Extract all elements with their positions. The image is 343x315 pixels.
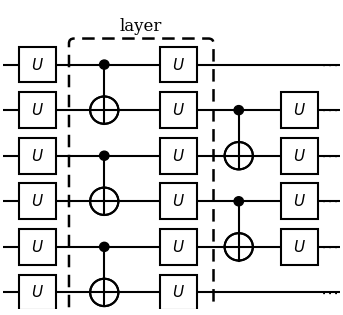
Text: $U$: $U$ bbox=[31, 239, 44, 255]
Bar bbox=[19, 92, 56, 128]
Bar bbox=[19, 138, 56, 174]
Text: $U$: $U$ bbox=[172, 284, 185, 301]
Text: $U$: $U$ bbox=[293, 102, 306, 118]
Bar bbox=[281, 138, 318, 174]
Bar bbox=[160, 138, 197, 174]
Text: $U$: $U$ bbox=[31, 102, 44, 118]
Text: $\cdots$: $\cdots$ bbox=[320, 147, 339, 165]
Circle shape bbox=[99, 151, 109, 160]
Text: $\cdots$: $\cdots$ bbox=[320, 238, 339, 256]
Circle shape bbox=[90, 279, 118, 306]
Bar bbox=[19, 229, 56, 265]
Circle shape bbox=[234, 197, 244, 206]
Text: $U$: $U$ bbox=[293, 239, 306, 255]
Bar bbox=[19, 274, 56, 310]
Text: $U$: $U$ bbox=[172, 193, 185, 209]
Circle shape bbox=[234, 106, 244, 115]
Text: $\cdots$: $\cdots$ bbox=[320, 101, 339, 119]
Bar bbox=[160, 229, 197, 265]
Bar bbox=[160, 183, 197, 219]
Text: $\cdots$: $\cdots$ bbox=[320, 192, 339, 210]
Text: $U$: $U$ bbox=[172, 102, 185, 118]
Text: $U$: $U$ bbox=[172, 239, 185, 255]
Bar bbox=[19, 47, 56, 83]
Text: $U$: $U$ bbox=[172, 148, 185, 164]
Circle shape bbox=[225, 142, 253, 169]
Circle shape bbox=[90, 188, 118, 215]
Bar bbox=[281, 229, 318, 265]
Text: $U$: $U$ bbox=[293, 148, 306, 164]
Text: $U$: $U$ bbox=[31, 57, 44, 72]
Text: $U$: $U$ bbox=[31, 193, 44, 209]
Circle shape bbox=[99, 242, 109, 251]
Bar bbox=[160, 274, 197, 310]
Text: $U$: $U$ bbox=[31, 148, 44, 164]
Text: $U$: $U$ bbox=[31, 284, 44, 301]
Text: layer: layer bbox=[120, 18, 163, 35]
Bar bbox=[281, 183, 318, 219]
Bar bbox=[19, 183, 56, 219]
Circle shape bbox=[225, 233, 253, 261]
Text: $\cdots$: $\cdots$ bbox=[320, 55, 339, 74]
Text: $U$: $U$ bbox=[172, 57, 185, 72]
Bar bbox=[160, 47, 197, 83]
Bar bbox=[281, 92, 318, 128]
Circle shape bbox=[90, 96, 118, 124]
Text: $U$: $U$ bbox=[293, 193, 306, 209]
Text: $\cdots$: $\cdots$ bbox=[320, 284, 339, 301]
Bar bbox=[160, 92, 197, 128]
Circle shape bbox=[99, 60, 109, 69]
